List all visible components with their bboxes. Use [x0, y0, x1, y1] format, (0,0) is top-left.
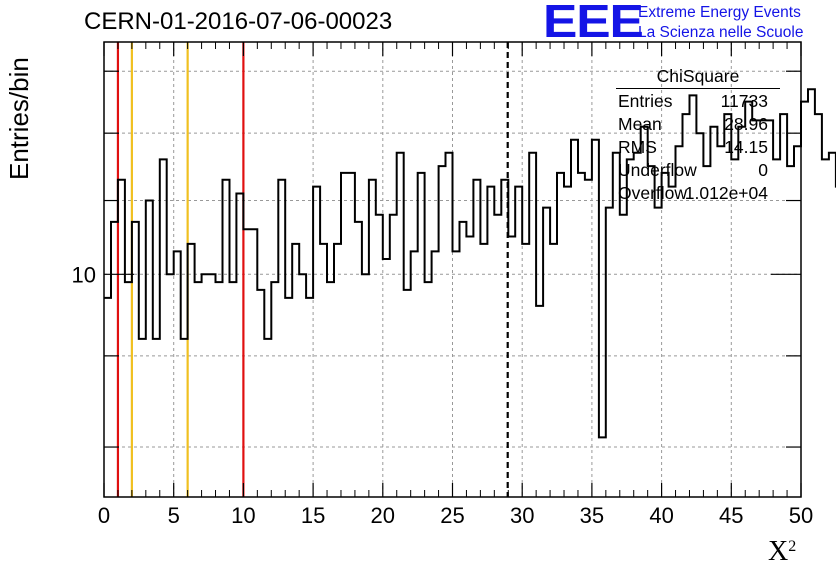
histogram-line	[104, 88, 836, 439]
stats-row-mean: Mean 28.96	[612, 112, 780, 135]
x-tick-label: 40	[649, 503, 673, 528]
y-axis-label: Entries/bin	[4, 57, 34, 180]
axis-ticks	[103, 42, 802, 497]
x-tick-label: 0	[98, 503, 110, 528]
stats-key: Underflow	[618, 160, 697, 180]
x-tick-label: 5	[168, 503, 180, 528]
stats-value: 1.012e+04	[684, 183, 768, 203]
stats-value: 11733	[720, 91, 768, 111]
x-axis-label: X2	[768, 536, 796, 568]
stats-box: ChiSquare Entries 11733 Mean 28.96 RMS 14.1…	[612, 66, 780, 204]
axis-tick-labels: 0 5 10 15 20 25 30 35 40 45 50 10	[72, 262, 814, 528]
stats-value: 14.15	[724, 137, 768, 157]
x-tick-label: 25	[440, 503, 464, 528]
x-tick-label: 20	[371, 503, 395, 528]
y-tick-label: 10	[72, 262, 96, 287]
stats-row-underflow: Underflow 0	[612, 158, 780, 181]
chart-title: CERN-01-2016-07-06-00023	[84, 8, 393, 35]
x-tick-label: 45	[719, 503, 743, 528]
x-tick-label: 50	[789, 503, 813, 528]
stats-key: Overflow	[618, 183, 688, 203]
x-tick-label: 10	[231, 503, 255, 528]
x-tick-label: 15	[301, 503, 325, 528]
stats-row-rms: RMS 14.15	[612, 135, 780, 158]
stats-title: ChiSquare	[616, 66, 780, 89]
stats-value: 28.96	[724, 114, 768, 134]
stats-value: 0	[758, 160, 768, 180]
stats-key: Mean	[618, 114, 662, 134]
eee-logo: EEE	[543, 0, 644, 47]
x-tick-label: 35	[580, 503, 604, 528]
x-axis-label-base: X	[768, 536, 789, 567]
x-axis-label-superscript: 2	[788, 538, 797, 555]
logo-line-2: La Scienza nelle Scuole	[638, 24, 804, 41]
stats-row-overflow: Overflow 1.012e+04	[612, 181, 780, 204]
logo-line-1: Extreme Energy Events	[638, 4, 801, 21]
stats-key: RMS	[618, 137, 657, 157]
stats-key: Entries	[618, 91, 673, 111]
x-tick-label: 30	[510, 503, 534, 528]
stats-row-entries: Entries 11733	[612, 89, 780, 112]
